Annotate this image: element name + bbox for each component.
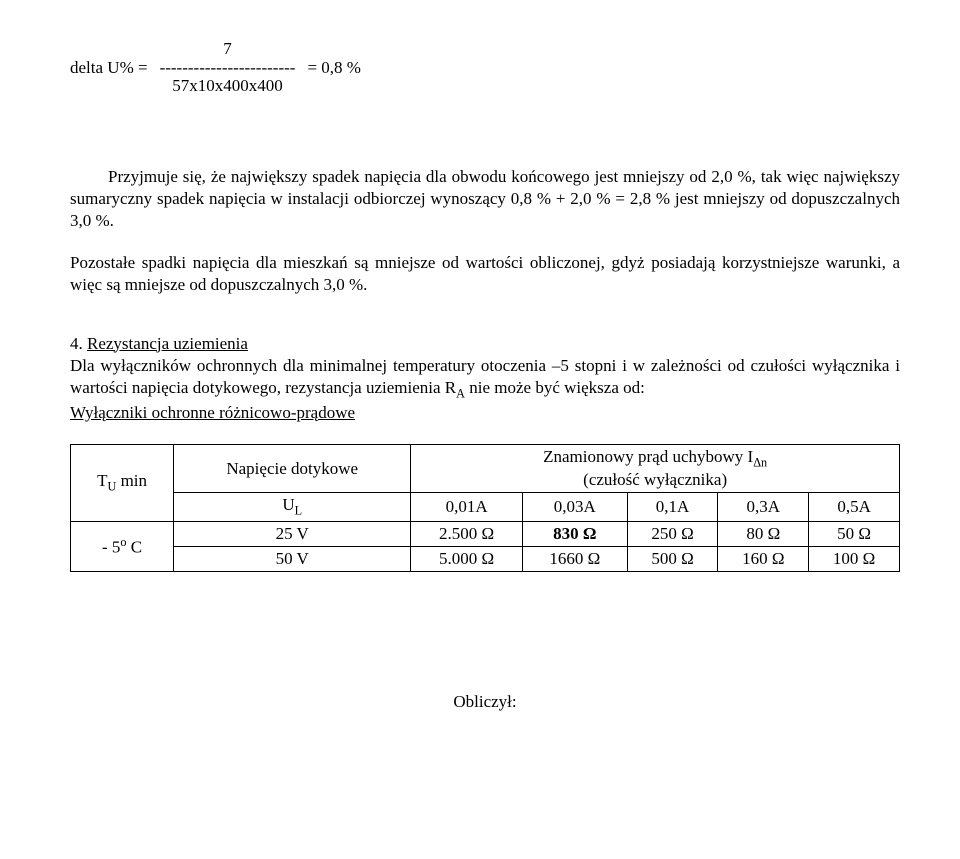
formula-denominator: 57x10x400x400 [168, 77, 287, 96]
cell-r-25-0: 2.500 Ω [411, 521, 523, 546]
cell-voltage-header: Napięcie dotykowe [174, 445, 411, 493]
cell-r-25-4: 50 Ω [809, 521, 900, 546]
formula-rhs: = 0,8 % [307, 58, 361, 78]
table-row: - 5o C 25 V 2.500 Ω 830 Ω 250 Ω 80 Ω 50 … [71, 521, 900, 546]
section-number: 4. [70, 334, 83, 353]
ul-label: U [282, 495, 294, 514]
section-title: Rezystancja uziemienia [87, 334, 248, 353]
current-header-text: Znamionowy prąd uchybowy I [543, 447, 753, 466]
section-body-post: nie może być większa od: [465, 378, 645, 397]
footer-calculator: Obliczył: [70, 692, 900, 712]
cell-voltage-25: 25 V [174, 521, 411, 546]
cell-r-25-3: 80 Ω [718, 521, 809, 546]
cell-r-50-3: 160 Ω [718, 546, 809, 571]
cell-current-header: Znamionowy prąd uchybowy IΔn (czułość wy… [411, 445, 900, 493]
section-4: 4. Rezystancja uziemienia Dla wyłącznikó… [70, 333, 900, 425]
cell-current-4: 0,5A [809, 493, 900, 521]
cell-temperature: - 5o C [71, 521, 174, 571]
formula-numerator: 7 [219, 40, 236, 59]
cell-tu-min: TU min [71, 445, 174, 522]
cell-voltage-50: 50 V [174, 546, 411, 571]
table-header-row-1: TU min Napięcie dotykowe Znamionowy prąd… [71, 445, 900, 493]
cell-r-50-0: 5.000 Ω [411, 546, 523, 571]
formula-fraction: 7 ------------------------ 57x10x400x400 [158, 40, 298, 96]
cell-current-3: 0,3A [718, 493, 809, 521]
cell-current-0: 0,01A [411, 493, 523, 521]
formula-block: delta U% = 7 ------------------------ 57… [70, 40, 900, 96]
cell-r-50-2: 500 Ω [627, 546, 718, 571]
tu-min: min [116, 471, 147, 490]
current-header-sub2: (czułość wyłącznika) [583, 470, 727, 489]
table-header-row-2: UL 0,01A 0,03A 0,1A 0,3A 0,5A [71, 493, 900, 521]
table-row: 50 V 5.000 Ω 1660 Ω 500 Ω 160 Ω 100 Ω [71, 546, 900, 571]
cell-r-50-4: 100 Ω [809, 546, 900, 571]
temp-val: - 5 [102, 538, 120, 557]
cell-ul: UL [174, 493, 411, 521]
grounding-resistance-table: TU min Napięcie dotykowe Znamionowy prąd… [70, 444, 900, 572]
paragraph-2: Pozostałe spadki napięcia dla mieszkań s… [70, 252, 900, 296]
cell-r-50-1: 1660 Ω [522, 546, 627, 571]
section-body-sub: A [456, 386, 465, 400]
paragraph-1: Przyjmuje się, że największy spadek napi… [70, 166, 900, 232]
formula-dashes: ------------------------ [158, 59, 298, 78]
formula-lhs: delta U% = [70, 58, 148, 78]
tu-label: T [97, 471, 107, 490]
cell-r-25-1: 830 Ω [522, 521, 627, 546]
cell-current-2: 0,1A [627, 493, 718, 521]
section-subtitle: Wyłączniki ochronne różnicowo-prądowe [70, 403, 355, 422]
temp-unit: C [127, 538, 143, 557]
cell-r-25-2: 250 Ω [627, 521, 718, 546]
cell-current-1: 0,03A [522, 493, 627, 521]
tu-sub: U [107, 480, 116, 494]
ul-sub: L [295, 504, 302, 518]
current-header-sub: Δn [753, 455, 767, 469]
